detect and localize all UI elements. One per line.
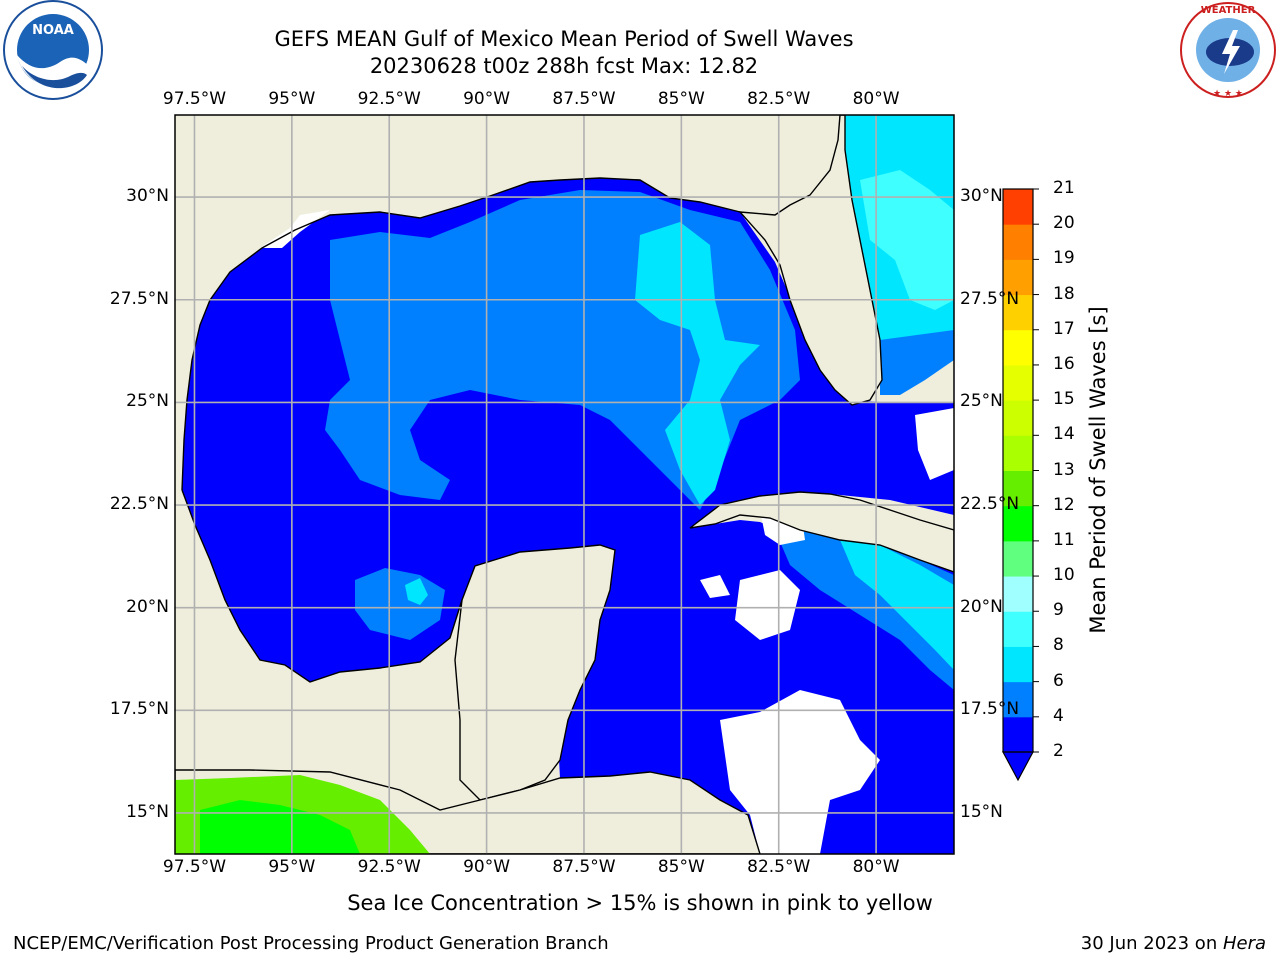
credit-text: NCEP/EMC/Verification Post Processing Pr… [13,933,609,954]
colorbar-segment [1003,681,1033,718]
longitude-label: 87.5°W [552,857,616,877]
nws-logo: WEATHER ★ ★ ★ [1180,2,1276,99]
colorbar-tick-label: 8 [1053,635,1064,656]
latitude-label: 25°N [126,391,169,412]
colorbar-segment [1003,716,1033,753]
colorbar-tick-label: 14 [1053,424,1075,445]
colorbar-tick-label: 10 [1053,565,1075,586]
yucatan-land [454,544,616,801]
latitude-label-right: 27.5°N [960,288,1020,309]
colorbar-tick-label: 16 [1053,353,1075,374]
no-data-patch-c [915,408,954,480]
cuba-land [689,491,954,573]
colorbar-tick-label: 13 [1053,459,1075,480]
latitude-label: 17.5°N [109,699,169,720]
longitude-label: 80°W [852,857,900,877]
swell-band-8s [860,170,954,310]
colorbar-segment [1003,435,1033,471]
colorbar-tick-label: 12 [1053,494,1075,515]
longitude-label: 97.5°W [162,89,227,109]
svg-text:★ ★ ★: ★ ★ ★ [1213,89,1243,99]
sea-ice-note: Sea Ice Concentration > 15% is shown in … [347,891,933,915]
latitude-label: 15°N [126,801,169,822]
mexico-coastline [181,489,463,683]
map-subtitle: 20230628 t00z 288h fcst Max: 12.82 [369,54,759,78]
colorbar-segment [1003,259,1033,296]
latitude-label: 20°N [126,596,169,617]
swell-band-6s-b [840,540,954,670]
latitude-label-right: 22.5°N [960,494,1020,515]
no-data-patch-d [700,575,730,598]
noaa-logo: NOAA [3,0,103,100]
colorbar-segment [1003,576,1033,612]
graticule [175,115,954,854]
map-frame [174,114,955,855]
colorbar-tick-label: 15 [1053,389,1075,410]
latitude-label-right: 30°N [960,186,1003,207]
longitude-label: 82.5°W [747,857,811,877]
longitude-label: 90°W [463,89,511,109]
colorbar-tick-label: 11 [1053,529,1075,550]
latitude-label-right: 25°N [960,391,1003,412]
machine-name: Hera [1222,933,1266,954]
longitude-label: 92.5°W [357,89,421,109]
latitude-label-right: 17.5°N [960,699,1020,720]
latitude-label: 22.5°N [109,494,169,515]
colorbar-label: Mean Period of Swell Waves [s] [1086,306,1110,634]
colorbar-segment [1003,224,1033,260]
longitude-label: 95°W [268,89,316,109]
colorbar-tick-label: 6 [1053,670,1064,691]
date-stamp: 30 Jun 2023 on Hera [1081,933,1266,954]
colorbar-segment [1003,540,1033,577]
colorbar-tick-label: 4 [1053,705,1064,726]
no-data-patch-gulf [260,210,330,248]
latitude-label-right: 20°N [960,596,1003,617]
longitude-label: 80°W [852,89,900,109]
latitude-label: 30°N [126,186,169,207]
colorbar-segment [1003,400,1033,436]
colorbar-tick-label: 21 [1053,178,1075,198]
svg-text:NOAA: NOAA [32,23,74,38]
colorbar [1003,188,1039,753]
no-data-patch-a [735,570,800,640]
colorbar-tick-label: 20 [1053,213,1075,234]
colorbar-segment [1003,294,1033,331]
colorbar-under-triangle [1001,751,1035,782]
longitude-label: 87.5°W [552,89,616,109]
colorbar-tick-label: 18 [1053,283,1075,304]
colorbar-segment [1003,329,1033,366]
longitude-label: 92.5°W [357,857,421,877]
colorbar-segment [1003,470,1033,507]
swell-band-6s-c [405,578,428,605]
longitude-label: 90°W [463,857,511,877]
map-title: GEFS MEAN Gulf of Mexico Mean Period of … [274,27,854,51]
colorbar-tick-label: 17 [1053,318,1075,339]
longitude-label: 85°W [657,857,705,877]
longitude-label: 85°W [657,89,705,109]
swell-band-6s [635,222,760,505]
colorbar-segment [1003,505,1033,542]
svg-text:WEATHER: WEATHER [1201,5,1256,16]
longitude-label: 82.5°W [747,89,811,109]
colorbar-segment [1003,189,1033,225]
colorbar-segment [1003,646,1033,683]
colorbar-tick-label: 2 [1053,741,1064,761]
colorbar-segment [1003,611,1033,647]
longitude-label: 95°W [268,857,316,877]
latitude-label: 27.5°N [109,288,169,309]
date-text: 30 Jun 2023 on [1080,933,1223,954]
longitude-label: 97.5°W [162,857,227,877]
colorbar-frame [1002,188,1034,753]
colorbar-segment [1003,364,1033,401]
latitude-label-right: 15°N [960,801,1003,822]
swell-band-4s-d [880,330,954,395]
colorbar-tick-label: 9 [1053,600,1064,621]
colorbar-tick-label: 19 [1053,248,1075,269]
